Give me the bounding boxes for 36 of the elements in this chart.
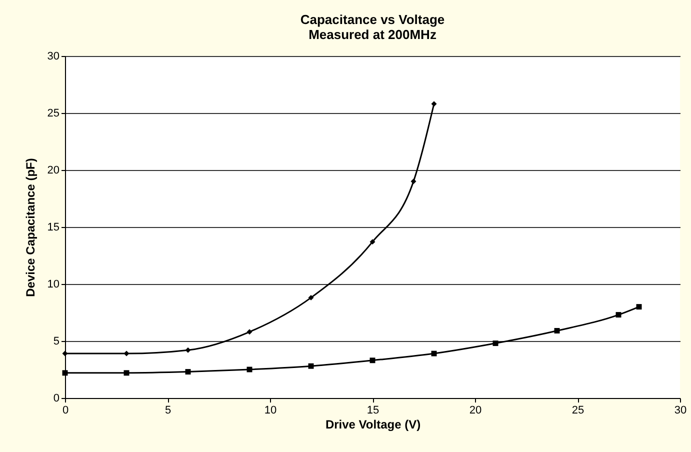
- x-tick-label: 0: [62, 404, 69, 416]
- point: [616, 312, 622, 318]
- x-tick-label: 25: [572, 404, 584, 416]
- point: [124, 350, 130, 356]
- x-tick-label: 20: [469, 404, 482, 416]
- x-axis-title: Drive Voltage (V): [325, 418, 421, 432]
- chart-title: Capacitance vs Voltage: [300, 12, 445, 27]
- point: [492, 340, 498, 346]
- y-tick-label: 30: [47, 50, 60, 62]
- point: [308, 363, 314, 369]
- point: [62, 350, 68, 356]
- y-tick-label: 5: [53, 336, 60, 348]
- y-tick-label: 25: [47, 108, 60, 120]
- x-tick-label: 10: [264, 404, 277, 416]
- point: [124, 370, 130, 376]
- point: [62, 370, 68, 376]
- y-axis-title: Device Capacitance (pF): [23, 158, 38, 297]
- point: [410, 178, 416, 184]
- point: [185, 347, 191, 353]
- x-tick-label: 5: [164, 404, 172, 416]
- point: [636, 304, 642, 310]
- point: [370, 358, 376, 364]
- y-tick-label: 0: [53, 392, 60, 404]
- y-tick-label: 20: [47, 164, 60, 176]
- point: [185, 369, 191, 375]
- point: [554, 328, 560, 334]
- point: [431, 350, 437, 356]
- x-tick-label: 30: [674, 404, 687, 416]
- point: [431, 101, 437, 107]
- x-tick-label: 15: [366, 404, 380, 416]
- y-tick-label: 10: [47, 278, 60, 290]
- point: [370, 239, 376, 245]
- point: [246, 329, 252, 335]
- point: [308, 294, 314, 300]
- y-tick-label: 15: [47, 222, 60, 234]
- chart-subtitle: Measured at 200MHz: [308, 27, 437, 42]
